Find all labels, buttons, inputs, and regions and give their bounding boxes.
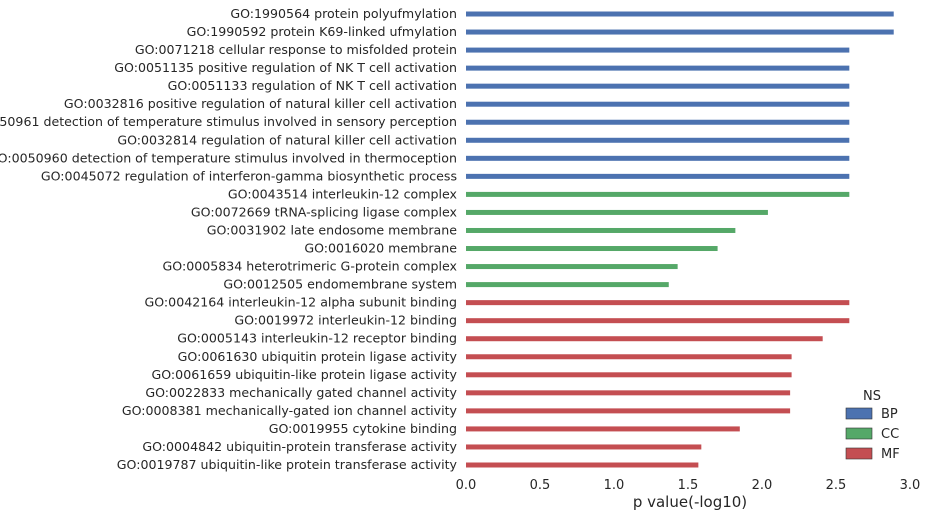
x-tick-label: 2.5: [826, 478, 847, 493]
bar-cc: [466, 282, 669, 288]
bar-mf: [466, 336, 823, 342]
x-axis-label: p value(-log10): [633, 493, 747, 511]
category-label: GO:0051135 positive regulation of NK T c…: [114, 60, 457, 75]
category-label: GO:0050961 detection of temperature stim…: [0, 114, 457, 129]
category-label: GO:1990592 protein K69-linked ufmylation: [187, 24, 457, 39]
category-label: GO:0019972 interleukin-12 binding: [234, 313, 457, 328]
category-label: GO:0042164 interleukin-12 alpha subunit …: [144, 295, 457, 310]
legend-swatch-cc: [845, 427, 873, 440]
bar-bp: [466, 29, 894, 35]
category-label: GO:0050960 detection of temperature stim…: [0, 150, 457, 165]
x-tick-label: 3.0: [900, 478, 921, 493]
x-tick-label: 0.0: [456, 478, 477, 493]
bar-bp: [466, 137, 850, 143]
category-label: GO:0005143 interleukin-12 receptor bindi…: [177, 331, 457, 346]
legend-swatch-mf: [845, 447, 873, 460]
bar-cc: [466, 246, 718, 252]
category-label: GO:0022833 mechanically gated channel ac…: [145, 385, 457, 400]
bar-bp: [466, 119, 850, 125]
category-label: GO:0012505 endomembrane system: [223, 277, 457, 292]
bar-cc: [466, 191, 850, 197]
category-label: GO:0008381 mechanically-gated ion channe…: [122, 403, 458, 418]
category-label: GO:1990564 protein polyufmylation: [230, 6, 457, 21]
category-label: GO:0071218 cellular response to misfolde…: [135, 42, 457, 57]
x-tick-label: 0.5: [530, 478, 551, 493]
bar-mf: [466, 372, 792, 378]
x-tick-label: 1.5: [678, 478, 699, 493]
category-label: GO:0051133 regulation of NK T cell activ…: [168, 78, 457, 93]
category-label: GO:0043514 interleukin-12 complex: [228, 186, 458, 201]
x-tick-label: 2.0: [752, 478, 773, 493]
category-label: GO:0019787 ubiquitin-like protein transf…: [117, 457, 458, 472]
bar-bp: [466, 47, 850, 53]
bar-bp: [466, 173, 850, 179]
category-label: GO:0032816 positive regulation of natura…: [64, 96, 457, 111]
legend-label-mf: MF: [881, 447, 900, 462]
legend-label-cc: CC: [881, 427, 899, 442]
category-label: GO:0045072 regulation of interferon-gamm…: [41, 168, 457, 183]
bar-cc: [466, 209, 768, 215]
category-label: GO:0032814 regulation of natural killer …: [117, 132, 457, 147]
category-label: GO:0005834 heterotrimeric G-protein comp…: [163, 259, 458, 274]
bar-mf: [466, 354, 792, 360]
legend-label-bp: BP: [881, 407, 898, 422]
bar-bp: [466, 155, 850, 161]
legend-title: NS: [863, 389, 881, 404]
category-labels: GO:1990564 protein polyufmylation GO:1990…: [0, 6, 458, 472]
bar-cc: [466, 264, 678, 270]
bar-mf: [466, 318, 850, 324]
category-label: GO:0061630 ubiquitin protein ligase acti…: [178, 349, 458, 364]
bar-mf: [466, 390, 791, 396]
legend: NS BP CC MF: [845, 389, 900, 462]
bar-mf: [466, 408, 791, 414]
bar-mf: [466, 462, 699, 468]
bar-mf: [466, 300, 850, 306]
category-label: GO:0031902 late endosome membrane: [207, 222, 458, 237]
category-label: GO:0004842 ubiquitin-protein transferase…: [142, 439, 457, 454]
bars-layer: [466, 11, 894, 468]
category-label: GO:0072669 tRNA-splicing ligase complex: [191, 204, 458, 219]
category-label: GO:0016020 membrane: [304, 241, 457, 256]
legend-swatch-bp: [845, 407, 873, 420]
bar-bp: [466, 11, 894, 17]
bar-bp: [466, 83, 850, 89]
bar-mf: [466, 426, 740, 432]
bar-mf: [466, 444, 702, 450]
category-label: GO:0019955 cytokine binding: [269, 421, 457, 436]
x-axis-ticks: 0.0 0.5 1.0 1.5 2.0 2.5 3.0: [456, 478, 921, 493]
x-tick-label: 1.0: [604, 478, 625, 493]
bar-bp: [466, 101, 850, 107]
category-label: GO:0061659 ubiquitin-like protein ligase…: [151, 367, 457, 382]
bar-bp: [466, 65, 850, 71]
bar-cc: [466, 227, 736, 233]
